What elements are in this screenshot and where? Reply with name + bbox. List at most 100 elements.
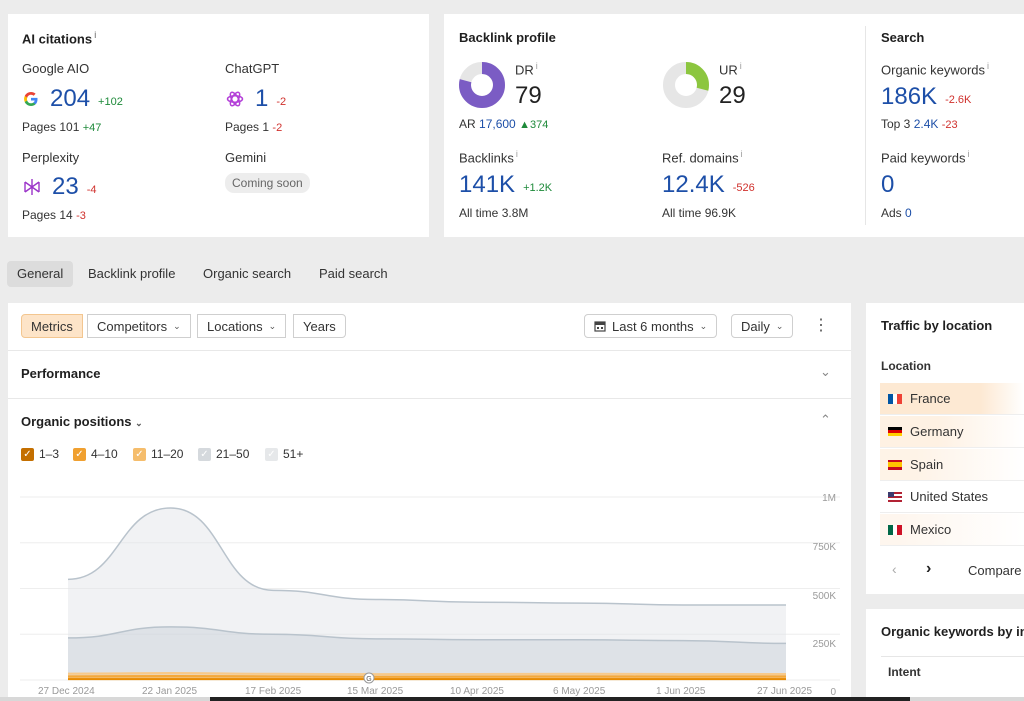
backlinks-delta: +1.2K xyxy=(523,182,553,194)
ar-value[interactable]: 17,600 xyxy=(479,117,516,131)
chevron-down-icon[interactable]: ⌄ xyxy=(820,364,831,379)
perplexity-delta: -4 xyxy=(86,184,97,196)
chatgpt-pages-value[interactable]: 1 xyxy=(262,120,270,134)
chatgpt-pages: Pages 1 -2 xyxy=(225,120,283,134)
x-tick-label: 10 Apr 2025 xyxy=(450,686,504,697)
location-row-germany[interactable]: Germany xyxy=(880,416,1024,448)
organic-positions-title[interactable]: Organic positions ⌄ xyxy=(21,414,143,429)
chevron-down-icon: ⌄ xyxy=(775,320,784,331)
backlinks-alltime: All time 3.8M xyxy=(459,206,529,220)
info-icon[interactable]: i xyxy=(94,30,97,40)
x-tick-label: 6 May 2025 xyxy=(553,686,606,697)
tab-organic-search[interactable]: Organic search xyxy=(203,266,292,281)
card-divider xyxy=(865,26,866,225)
organic-positions-chart[interactable]: G xyxy=(20,480,840,701)
performance-section-title[interactable]: Performance xyxy=(21,366,101,381)
segment-locations[interactable]: Locations ⌄ xyxy=(197,314,287,338)
intent-column-header[interactable]: Intent xyxy=(888,665,921,679)
y-tick-label: 250K xyxy=(812,639,836,650)
backlinks-metric[interactable]: 141K +1.2K xyxy=(459,171,552,199)
chatgpt-label: ChatGPT xyxy=(225,61,280,76)
ref-domains-value: 12.4K xyxy=(662,171,725,198)
tab-general[interactable]: General xyxy=(7,261,74,287)
search-title: Search xyxy=(881,30,925,45)
google-aio-pages-value[interactable]: 101 xyxy=(59,120,80,134)
legend-item-21-50[interactable]: ✓ 21–50 xyxy=(198,447,249,461)
ref-domains-delta: -526 xyxy=(732,182,755,194)
location-row-united-states[interactable]: United States xyxy=(880,481,1024,513)
tab-backlink-profile[interactable]: Backlink profile xyxy=(88,266,176,281)
location-column-header[interactable]: Location xyxy=(881,359,931,373)
chatgpt-value: 1 xyxy=(255,85,269,112)
ref-domains-alltime: All time 96.9K xyxy=(662,206,737,220)
x-tick-label: 27 Jun 2025 xyxy=(757,686,813,697)
ur-donut-chart xyxy=(663,62,709,108)
ai-citations-card: AI citations i Google AIO 204 +102 Pages … xyxy=(8,14,429,237)
legend-item-11-20[interactable]: ✓ 11–20 xyxy=(133,447,183,461)
chevron-up-icon[interactable]: ⌃ xyxy=(820,412,831,427)
chevron-left-icon[interactable]: ‹ xyxy=(892,561,897,577)
paid-keywords-value[interactable]: 0 xyxy=(881,171,895,198)
x-tick-label: 1 Jun 2025 xyxy=(656,686,706,697)
organic-keywords-delta: -2.6K xyxy=(945,94,972,106)
perplexity-pages-value[interactable]: 14 xyxy=(59,208,73,222)
divider xyxy=(8,350,851,351)
top3-value[interactable]: 2.4K xyxy=(913,117,939,131)
chevron-down-icon: ⌄ xyxy=(173,320,181,331)
y-tick-label: 750K xyxy=(812,542,836,553)
compare-link[interactable]: Compare xyxy=(968,563,1022,578)
ar-delta: ▲374 xyxy=(519,119,549,131)
gemini-label: Gemini xyxy=(225,150,267,165)
tab-paid-search[interactable]: Paid search xyxy=(319,266,388,281)
perplexity-value: 23 xyxy=(52,173,79,200)
google-update-marker xyxy=(363,672,375,684)
organic-keywords-intent-card xyxy=(866,609,1024,701)
google-aio-value: 204 xyxy=(50,85,91,112)
series-line-2 xyxy=(67,674,787,678)
legend-item-51-plus[interactable]: ✓ 51+ xyxy=(265,447,303,461)
legend-item-1-3[interactable]: ✓ 1–3 xyxy=(21,447,59,461)
traffic-by-location-title: Traffic by location xyxy=(881,318,993,333)
perplexity-label: Perplexity xyxy=(22,150,80,165)
series-area-5 xyxy=(68,507,786,680)
ref-domains-metric[interactable]: 12.4K -526 xyxy=(662,171,755,199)
paid-keywords-label: Paid keywords i xyxy=(881,149,970,166)
segment-years[interactable]: Years xyxy=(293,314,346,338)
gemini-status-badge: Coming soon xyxy=(225,173,310,193)
checkbox-icon: ✓ xyxy=(198,447,211,461)
backlinks-label: Backlinks i xyxy=(459,149,518,166)
granularity-dropdown[interactable]: Daily ⌄ xyxy=(731,314,794,338)
more-options-icon[interactable]: ⋮ xyxy=(813,317,829,334)
perplexity-metric[interactable]: 23 -4 xyxy=(22,173,96,201)
ur-value[interactable]: 29 xyxy=(719,82,746,109)
segment-competitors[interactable]: Competitors ⌄ xyxy=(87,314,191,338)
scrollbar-thumb[interactable] xyxy=(210,697,910,701)
up-arrow-icon: ▲ xyxy=(519,119,530,131)
location-row-france[interactable]: France xyxy=(880,383,1024,415)
organic-keywords-intent-title: Organic keywords by in xyxy=(881,624,1024,639)
legend-item-4-10[interactable]: ✓ 4–10 xyxy=(73,447,118,461)
y-tick-label: 1M xyxy=(822,493,836,504)
chatgpt-delta: -2 xyxy=(276,96,287,108)
ads-value[interactable]: 0 xyxy=(905,206,912,220)
date-range-dropdown[interactable]: Last 6 months ⌄ xyxy=(584,314,718,338)
y-tick-label: 0 xyxy=(830,687,836,698)
chatgpt-metric[interactable]: 1 -2 xyxy=(225,85,286,113)
google-update-marker-label: G xyxy=(366,676,371,683)
calendar-icon xyxy=(594,321,606,332)
location-row-mexico[interactable]: Mexico xyxy=(880,514,1024,546)
checkbox-icon: ✓ xyxy=(133,447,146,461)
mexico-flag-icon xyxy=(888,524,903,535)
dr-value[interactable]: 79 xyxy=(515,82,542,109)
segment-metrics[interactable]: Metrics xyxy=(21,314,83,338)
chevron-down-icon: ⌄ xyxy=(135,418,143,428)
chevron-right-icon[interactable]: › xyxy=(926,560,932,577)
series-line-4 xyxy=(67,626,787,645)
organic-keywords-value: 186K xyxy=(881,83,938,110)
perplexity-icon xyxy=(24,179,40,195)
google-aio-metric[interactable]: 204 +102 xyxy=(22,85,123,113)
google-aio-label: Google AIO xyxy=(22,61,90,76)
x-tick-label: 27 Dec 2024 xyxy=(38,686,95,697)
organic-keywords-metric[interactable]: 186K -2.6K xyxy=(881,83,971,111)
location-row-spain[interactable]: Spain xyxy=(880,449,1024,481)
